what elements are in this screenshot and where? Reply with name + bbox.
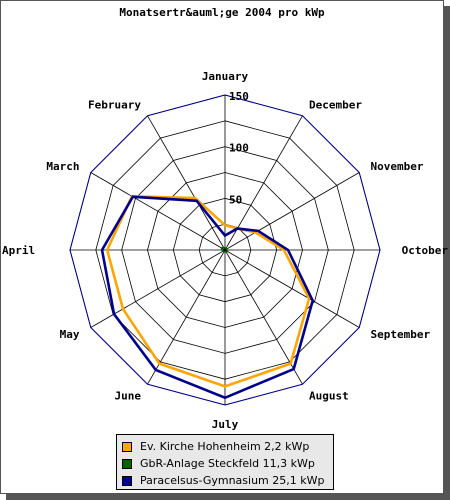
axis-label-june: June <box>115 389 142 402</box>
axis-label-february: February <box>88 99 141 112</box>
radial-tick-label: 150 <box>229 90 249 103</box>
grid-spoke <box>147 115 226 251</box>
axis-label-august: August <box>309 389 349 402</box>
series-line-0 <box>105 194 311 388</box>
axis-label-september: September <box>370 328 430 341</box>
legend-swatch-0 <box>122 441 132 452</box>
axis-label-october: October <box>402 244 449 257</box>
legend: Ev. Kirche Hohenheim 2,2 kWp GbR-Anlage … <box>116 434 334 490</box>
series-line-1 <box>220 246 229 253</box>
legend-label-1: GbR-Anlage Steckfeld 11,3 kWp <box>140 457 315 470</box>
legend-label-2: Paracelsus-Gymnasium 25,1 kWp <box>140 474 325 487</box>
outer-boundary <box>69 94 381 406</box>
legend-item: Ev. Kirche Hohenheim 2,2 kWp <box>122 438 333 455</box>
axis-label-july: July <box>212 418 239 431</box>
legend-swatch-1 <box>122 458 132 469</box>
grid-spoke <box>147 249 226 385</box>
axis-label-january: January <box>202 70 249 83</box>
axis-label-april: April <box>2 244 35 257</box>
axis-label-may: May <box>60 328 80 341</box>
chart-title: Monatsertr&auml;ge 2004 pro kWp <box>119 6 325 19</box>
grid-spoke <box>90 172 226 251</box>
grid-spoke <box>224 249 303 385</box>
axis-label-november: November <box>370 160 423 173</box>
radial-tick-label: 50 <box>229 193 242 206</box>
legend-item: GbR-Anlage Steckfeld 11,3 kWp <box>122 455 333 472</box>
legend-label-0: Ev. Kirche Hohenheim 2,2 kWp <box>140 440 310 453</box>
frame-shadow-bottom <box>6 494 450 500</box>
axis-label-december: December <box>309 99 362 112</box>
axis-label-march: March <box>46 160 79 173</box>
legend-swatch-2 <box>122 475 132 486</box>
radial-tick-label: 100 <box>229 142 249 155</box>
frame-shadow-right <box>444 6 450 500</box>
series-line-2 <box>100 195 315 400</box>
grid-spoke <box>224 249 360 328</box>
legend-item: Paracelsus-Gymnasium 25,1 kWp <box>122 472 333 489</box>
grid-spoke <box>224 172 360 251</box>
